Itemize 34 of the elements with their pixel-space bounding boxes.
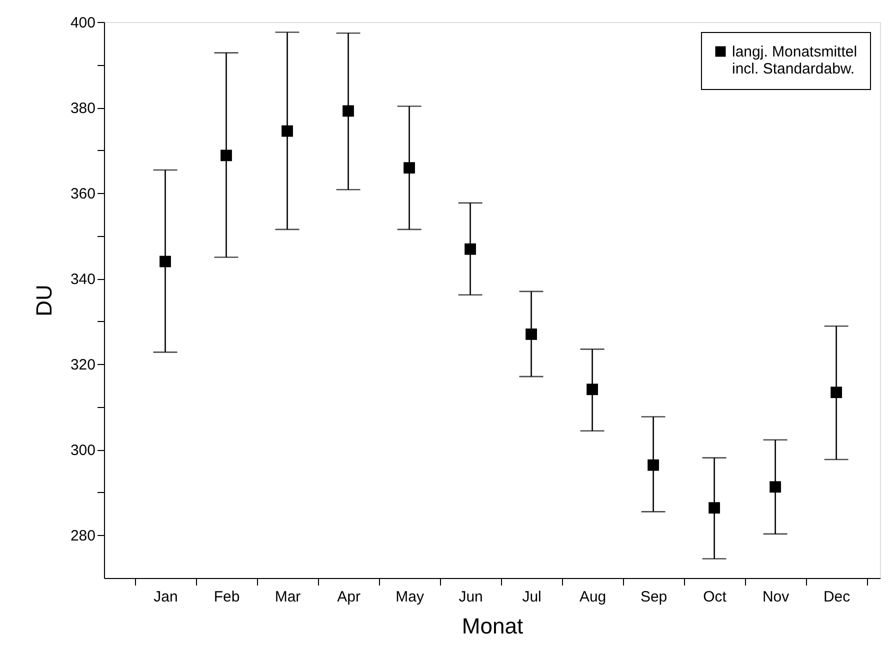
y-tick-label: 400: [70, 14, 96, 32]
x-axis-title: Monat: [462, 614, 524, 638]
x-tick-label: May: [396, 588, 424, 606]
x-tick-label: Nov: [762, 588, 790, 606]
point: [282, 125, 293, 137]
x-tick-label: Sep: [640, 588, 668, 606]
x-tick-label: Feb: [214, 588, 240, 606]
point: [464, 243, 476, 255]
y-tick-label: 340: [70, 271, 96, 288]
point: [830, 386, 842, 398]
y-axis-title: DU: [31, 284, 56, 316]
x-tick-label: Dec: [823, 588, 851, 606]
point: [342, 105, 354, 117]
point: [708, 502, 720, 514]
y-tick-label: 320: [70, 356, 96, 374]
x-tick-label: Oct: [703, 588, 728, 606]
point: [586, 384, 598, 396]
point: [770, 481, 782, 493]
point: [648, 459, 659, 471]
y-tick-label: 380: [70, 100, 96, 118]
point: [160, 256, 171, 268]
x-tick-label: Jul: [522, 588, 542, 606]
point: [220, 150, 232, 162]
legend-label: langj. Monatsmittel incl. Standardabw.: [732, 44, 858, 78]
x-tick-label: Jun: [458, 588, 483, 606]
y-tick-label: 280: [70, 528, 96, 545]
point: [404, 162, 415, 174]
x-tick-label: Aug: [579, 588, 606, 606]
x-tick-label: Apr: [337, 588, 360, 606]
point: [526, 328, 537, 340]
y-tick-label: 300: [70, 442, 96, 460]
x-tick-label: Mar: [274, 588, 301, 606]
x-tick-label: Jan: [154, 588, 178, 606]
y-tick-label: 360: [70, 186, 96, 203]
